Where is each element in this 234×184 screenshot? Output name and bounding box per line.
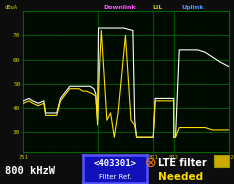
Text: Filter Ref.: Filter Ref. <box>99 174 132 180</box>
Text: Downlink: Downlink <box>104 5 136 10</box>
Text: 800 kHzW: 800 kHzW <box>5 166 55 176</box>
Text: ⊗: ⊗ <box>145 156 157 170</box>
Text: dBuA: dBuA <box>5 5 18 10</box>
Text: LIL: LIL <box>152 5 162 10</box>
Text: LTE filter: LTE filter <box>158 158 207 168</box>
Text: Needed: Needed <box>158 172 203 182</box>
Text: <403301>: <403301> <box>94 159 137 168</box>
Text: Uplink: Uplink <box>181 5 203 10</box>
